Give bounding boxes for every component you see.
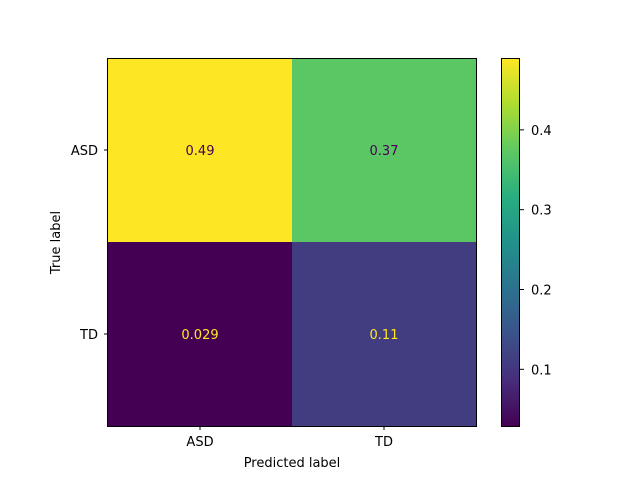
heatmap-cell bbox=[292, 242, 476, 426]
y-tick-label: TD bbox=[79, 328, 98, 343]
x-axis-label: Predicted label bbox=[244, 456, 341, 471]
heatmap-cell bbox=[108, 242, 292, 426]
x-tick-label: TD bbox=[374, 435, 393, 450]
cell-value-label: 0.37 bbox=[370, 144, 399, 159]
colorbar-tick-label: 0.4 bbox=[531, 124, 552, 139]
colorbar-ticks: 0.1 0.2 0.3 0.4 bbox=[520, 124, 552, 378]
y-axis-label: True label bbox=[49, 211, 64, 275]
x-axis-ticks: ASD TD bbox=[186, 426, 393, 450]
y-axis-ticks: ASD TD bbox=[71, 144, 108, 343]
heatmap-cell bbox=[292, 58, 476, 242]
colorbar-tick-label: 0.2 bbox=[531, 283, 552, 298]
plot-frame bbox=[107, 58, 477, 427]
colorbar bbox=[501, 58, 520, 427]
heatmap-cells: 0.49 0.37 0.029 0.11 bbox=[108, 58, 476, 426]
x-tick-label: ASD bbox=[186, 435, 213, 450]
heatmap-cell bbox=[108, 58, 292, 242]
cell-value-label: 0.029 bbox=[181, 328, 218, 343]
colorbar-tick-label: 0.1 bbox=[531, 363, 552, 378]
cell-value-label: 0.11 bbox=[370, 328, 399, 343]
colorbar-tick-label: 0.3 bbox=[531, 204, 552, 219]
y-tick-label: ASD bbox=[71, 144, 98, 159]
cell-value-label: 0.49 bbox=[186, 144, 215, 159]
